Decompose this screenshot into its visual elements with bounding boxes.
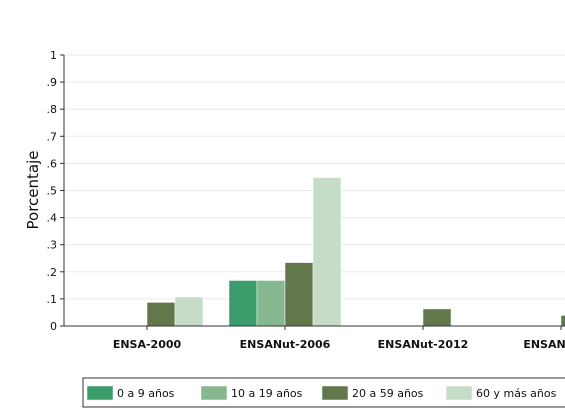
y-tick-label: .2: [47, 266, 58, 279]
bar: [284, 262, 314, 327]
legend-label: 0 a 9 años: [117, 387, 175, 400]
bar: [174, 296, 204, 327]
y-tick-label: 1: [50, 49, 57, 62]
bar: [146, 302, 176, 327]
y-tick-label: .4: [47, 212, 58, 225]
bar: [256, 280, 286, 327]
legend-label: 10 a 19 años: [231, 387, 303, 400]
y-tick-label: .6: [47, 157, 58, 170]
legend-swatch: [200, 385, 228, 401]
y-tick-label: .7: [47, 130, 58, 143]
x-ticks: ENSA-2000 ENSANut-2006 ENSANut-2012 ENSANut…: [113, 326, 565, 351]
y-tick-label: 0: [50, 320, 57, 333]
y-tick-label: .5: [47, 185, 58, 198]
bar: [312, 177, 342, 327]
y-tick-label: .3: [47, 239, 58, 252]
legend-swatch: [86, 385, 114, 401]
y-axis-label: Porcentaje: [24, 151, 42, 230]
bars: [146, 177, 565, 327]
bar: [228, 280, 258, 327]
bar: [422, 308, 452, 327]
category-label: ENSANut-2012: [378, 338, 469, 351]
legend-label: 60 y más años: [476, 387, 557, 400]
y-ticks: 0 .1 .2 .3 .4 .5 .6 .7 .8 .9 1: [47, 49, 64, 333]
legend-swatch: [445, 385, 473, 401]
category-label: ENSANut-20: [523, 338, 565, 351]
category-label: ENSA-2000: [113, 338, 182, 351]
legend-swatch: [321, 385, 349, 401]
y-tick-label: .8: [47, 103, 58, 116]
category-label: ENSANut-2006: [240, 338, 331, 351]
bar: [560, 315, 565, 327]
y-tick-label: .1: [47, 293, 58, 306]
y-tick-label: .9: [47, 76, 58, 89]
legend: 0 a 9 años 10 a 19 años 20 a 59 años 60 y m…: [82, 377, 565, 408]
legend-label: 20 a 59 años: [352, 387, 424, 400]
